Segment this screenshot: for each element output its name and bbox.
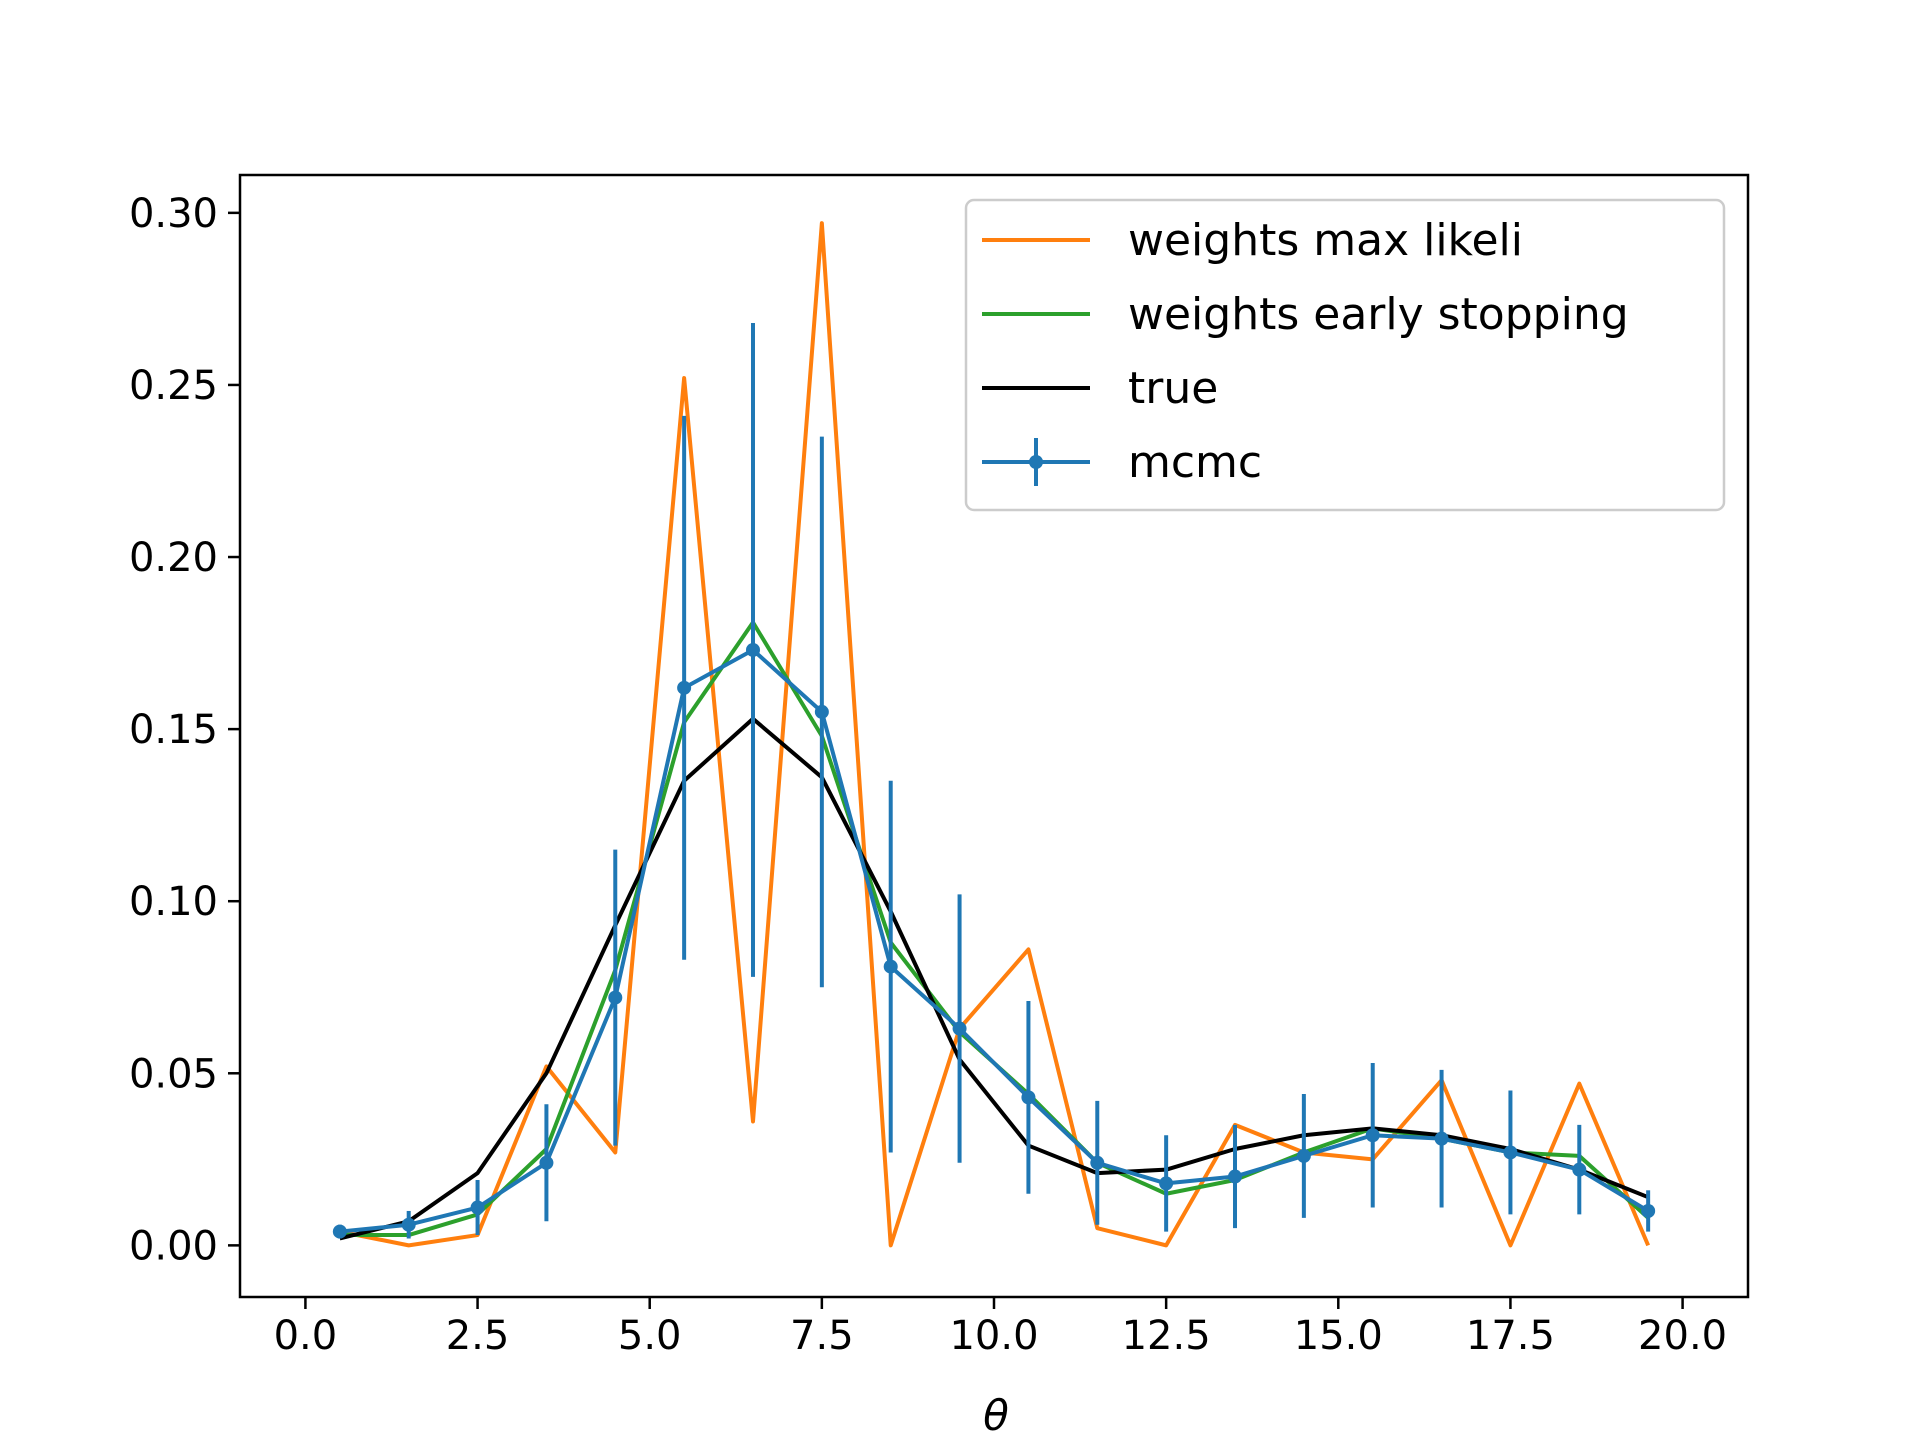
data-point-mcmc	[883, 959, 898, 974]
data-point-mcmc	[1365, 1128, 1380, 1143]
series-line-mcmc	[339, 647, 1650, 1234]
data-point-mcmc	[1572, 1162, 1587, 1177]
data-point-mcmc	[745, 642, 760, 657]
data-point-mcmc	[1434, 1131, 1449, 1146]
data-point-mcmc	[1159, 1176, 1174, 1191]
data-point-mcmc	[814, 704, 829, 719]
legend: weights max likeli weights early stopping…	[964, 198, 1726, 512]
data-point-mcmc	[1296, 1148, 1311, 1163]
x-tick-label: 12.5	[1122, 1313, 1211, 1359]
y-tick-label: 0.25	[129, 363, 218, 409]
x-tick-label: 20.0	[1638, 1313, 1727, 1359]
series-line-weights-early-stopping	[339, 620, 1650, 1238]
y-tick-label: 0.00	[129, 1223, 218, 1269]
y-tick-label: 0.05	[129, 1051, 218, 1097]
series-layer	[332, 221, 1656, 1248]
data-point-mcmc	[401, 1217, 416, 1232]
legend-label-weights-max-likeli: weights max likeli	[1128, 215, 1523, 266]
x-tick-label: 5.0	[618, 1313, 682, 1359]
legend-label-true: true	[1128, 363, 1218, 414]
data-point-mcmc	[677, 680, 692, 695]
x-tick-label: 17.5	[1466, 1313, 1555, 1359]
data-point-mcmc	[1641, 1203, 1656, 1218]
x-tick-label: 7.5	[790, 1313, 854, 1359]
x-axis: 0.0 2.5 5.0 7.5 10.0 12.5 15.0 17.5 20.0	[274, 1297, 1727, 1359]
data-point-mcmc	[608, 990, 623, 1005]
data-point-mcmc	[539, 1155, 554, 1170]
series-line-weights-max-likeli	[339, 221, 1650, 1248]
x-axis-title: θ	[983, 1391, 1009, 1440]
data-point-mcmc	[470, 1200, 485, 1215]
x-tick-label: 10.0	[949, 1313, 1038, 1359]
y-axis: 0.00 0.05 0.10 0.15 0.20 0.25 0.30	[129, 191, 240, 1269]
y-tick-label: 0.10	[129, 879, 218, 925]
y-tick-label: 0.20	[129, 535, 218, 581]
legend-marker-mcmc	[1029, 455, 1043, 469]
data-point-mcmc	[1228, 1169, 1243, 1184]
legend-label-mcmc: mcmc	[1128, 437, 1262, 488]
data-point-mcmc	[1021, 1090, 1036, 1105]
series-line-true	[339, 716, 1649, 1241]
x-tick-label: 0.0	[274, 1313, 338, 1359]
data-point-mcmc	[1503, 1145, 1518, 1160]
y-tick-label: 0.30	[129, 191, 218, 237]
legend-box	[964, 198, 1726, 512]
y-tick-label: 0.15	[129, 707, 218, 753]
legend-label-weights-early-stopping: weights early stopping	[1128, 289, 1629, 340]
data-point-mcmc	[332, 1224, 347, 1239]
data-point-mcmc	[952, 1021, 967, 1036]
x-tick-label: 2.5	[446, 1313, 510, 1359]
data-point-mcmc	[1090, 1155, 1105, 1170]
x-tick-label: 15.0	[1294, 1313, 1383, 1359]
